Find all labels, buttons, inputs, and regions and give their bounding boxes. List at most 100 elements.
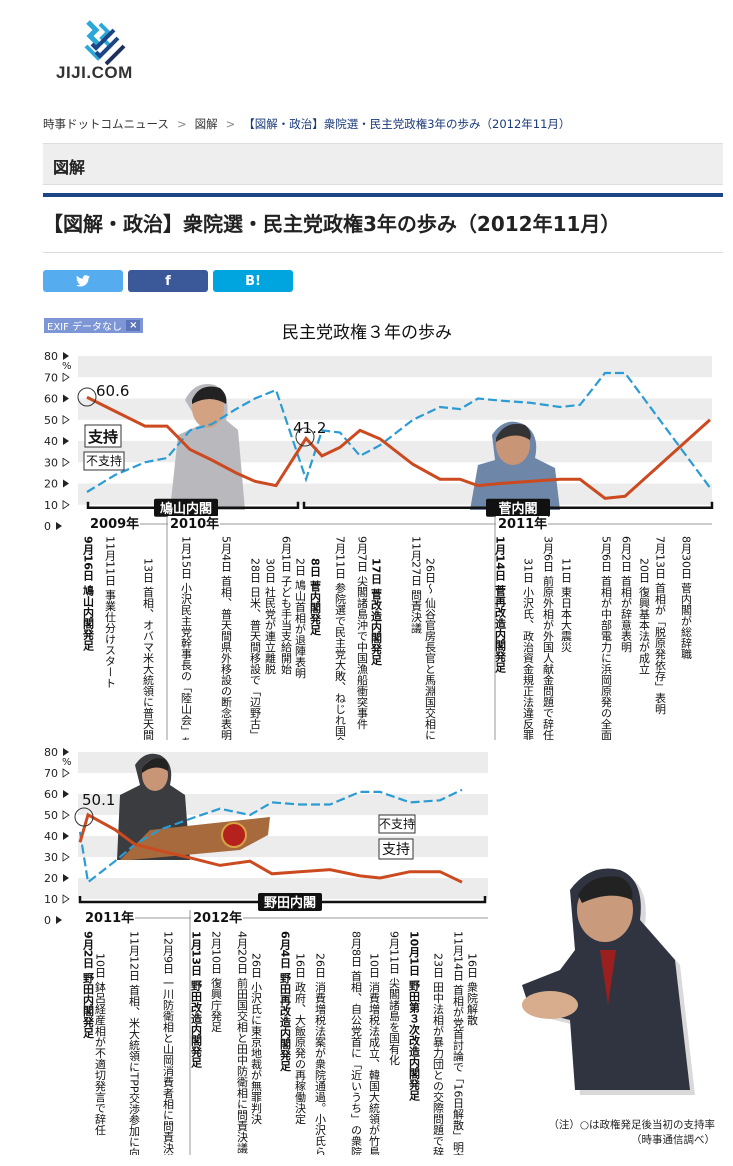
jiji-logo[interactable]	[52, 18, 142, 88]
year-label: 2011年	[85, 910, 134, 926]
chart-title: 民主党政権３年の歩み	[282, 323, 452, 343]
y-tick-marker-icon	[63, 394, 69, 403]
series-support-line	[86, 395, 712, 500]
event-text: 11月12日 首相、米大統領にTPP交渉参加に向けた協議入りを伝達	[128, 931, 141, 1155]
y-tick-marker-icon	[62, 415, 70, 425]
grid-band	[78, 398, 712, 420]
divider	[43, 252, 723, 253]
timeline-event: 26日 小沢氏に東京地裁が無罪判決	[250, 953, 263, 1125]
y-tick-label: 60	[44, 788, 58, 801]
year-label: 2010年	[170, 516, 219, 532]
timeline-event: 5月4日 首相、普天間県外移設の断念表明	[220, 536, 233, 740]
timeline-event: 10日 消費増税法成立、韓国大統領が竹島上陸	[368, 953, 381, 1155]
y-tick-label: 10	[44, 499, 58, 512]
event-text: 11月11日 事業仕分けスタート	[104, 536, 117, 689]
section-header: 図解	[43, 143, 723, 185]
timeline-event: 12月9日 一川防衛相と山岡消費者相に問責決議	[162, 931, 175, 1155]
timeline-event: 5月6日 首相が中部電力に浜岡原発の全面停止を要請	[600, 536, 613, 740]
y-tick-label: 30	[44, 456, 58, 469]
timeline-event: 3月6日 前原外相が外国人献金問題で辞任	[542, 536, 555, 740]
twitter-share-button[interactable]	[43, 270, 123, 292]
event-text: 7月13日 首相が「脱原発依存」表明	[654, 536, 667, 715]
timeline-event: 31日 小沢氏、政治資金規正法違反罪で強制起訴	[522, 558, 535, 740]
grid-band	[78, 356, 712, 378]
facebook-icon: f	[165, 273, 171, 289]
y-tick-label: 70	[44, 371, 58, 384]
exif-badge: EXIF データなし ×	[44, 318, 144, 333]
breadcrumb: 時事ドットコムニュース > 図解 > 【図解・政治】衆院選・民主党政権3年の歩み（201…	[43, 116, 570, 132]
twitter-icon	[76, 275, 90, 287]
annotation-value: 41.2	[293, 419, 326, 437]
event-text: 6月4日 野田再改造内閣発足	[279, 931, 293, 1072]
breadcrumb-current[interactable]: 【図解・政治】衆院選・民主党政権3年の歩み（2012年11月）	[243, 117, 571, 131]
y-tick-marker-icon	[62, 852, 70, 862]
breadcrumb-zukai[interactable]: 図解	[194, 117, 218, 131]
timeline-event: 7月11日 参院選で民主党大敗、ねじれ国会に	[334, 536, 347, 740]
timeline-event: 16日 衆院解散	[466, 953, 479, 1026]
annotation-value: 50.1	[82, 791, 115, 809]
event-text: 8月30日 菅内閣が総辞職	[680, 536, 693, 660]
timeline-event: 10月1日 野田第３次改造内閣発足	[408, 931, 422, 1101]
event-text: 31日 小沢氏、政治資金規正法違反罪で強制起訴	[522, 558, 535, 740]
exif-label: EXIF データなし	[47, 322, 123, 333]
event-text: 11月14日 首相が党首討論で「16日解散」明言	[452, 931, 465, 1155]
cabinet-label-bg	[486, 498, 550, 517]
event-text: 10月1日 野田第３次改造内閣発足	[408, 931, 422, 1101]
section-label: 図解	[53, 158, 86, 177]
event-text: 1月14日 菅再改造内閣発足	[494, 536, 508, 673]
event-text: 26日～ 仙谷官房長官と馬淵国交相に	[424, 558, 437, 740]
y-tick-marker-icon	[63, 748, 69, 756]
timeline-event: 30日 社民党が連立離脱	[264, 558, 277, 675]
breadcrumb-home[interactable]: 時事ドットコムニュース	[43, 117, 169, 131]
timeline-event: 13日 首相、オバマ米大統領に普天間移設問題で「トラスト・ミー」と発言	[142, 558, 155, 740]
y-tick-label: 20	[44, 478, 58, 491]
event-text: 10日 鉢呂経産相が不適切発言で辞任	[94, 953, 107, 1136]
y-tick-marker-icon	[63, 352, 69, 360]
close-icon[interactable]: ×	[126, 320, 141, 331]
timeline-event: 8日 菅内閣発足	[309, 558, 323, 636]
event-text: 6月1日 子ども手当支給開始	[280, 536, 293, 675]
noda-photo	[522, 868, 695, 1095]
event-text: 13日 首相、オバマ米大統領に普天間移設問題で「トラスト・ミー」と発言	[142, 558, 155, 740]
initial-rating-marker-icon	[74, 807, 94, 827]
y-tick-label: 50	[44, 809, 58, 822]
timeline-event: 26日 消費増税法案が衆院通過。小沢氏ら民主党から大量造反	[314, 953, 327, 1155]
timeline-event: 9月11日 尖閣諸島を国有化	[388, 931, 401, 1066]
legend-label: 支持	[87, 428, 118, 446]
timeline-event: 11月27日 問責決議	[410, 536, 423, 634]
series-nonsupport-line	[86, 371, 711, 493]
event-text: 5月6日 首相が中部電力に浜岡原発の全面停止を要請	[600, 536, 613, 740]
timeline-event: 1月13日 野田改造内閣発足	[190, 931, 204, 1068]
chart-noda: 0 10 20 30 40 50 60 70 80% 野田内閣 2011年 2012年 9月2日 野田内…	[44, 746, 488, 1155]
chart-source: （時事通信調べ）	[631, 1134, 715, 1146]
cabinet-label-bg	[258, 893, 322, 911]
hatena-bookmark-button[interactable]: B!	[213, 270, 293, 292]
chart-hatoyama-kan: 0 10 20 30 40 50 60 70 80% 鳩山内閣 菅内閣 2009年 2010年 2011年…	[44, 350, 714, 740]
y-tick-marker-icon	[63, 790, 69, 798]
timeline-event: 20日 復興基本法が成立	[638, 558, 651, 675]
event-text: 7月11日 参院選で民主党大敗、ねじれ国会に	[334, 536, 347, 740]
event-text: 23日 田中法相が暴力団との交際問題で辞任	[432, 953, 445, 1155]
y-tick-label: 80	[44, 350, 58, 363]
grid-band	[78, 752, 488, 773]
timeline-event: 2日 鳩山首相が退陣表明	[294, 558, 307, 679]
y-tick-label: 50	[44, 414, 58, 427]
y-tick-label: 40	[44, 830, 58, 843]
y-tick-marker-icon	[62, 372, 70, 382]
event-text: 26日 小沢氏に東京地裁が無罪判決	[250, 953, 263, 1125]
y-tick-marker-icon	[63, 437, 69, 445]
y-tick-marker-icon	[63, 832, 69, 840]
logo-mark-icon	[84, 20, 126, 66]
facebook-share-button[interactable]: f	[128, 270, 208, 292]
grid-band	[78, 878, 488, 899]
y-tick-label: 0	[44, 520, 51, 533]
page-title: 【図解・政治】衆院選・民主党政権3年の歩み（2012年11月）	[43, 212, 621, 236]
event-text: 9月7日 尖閣諸島沖で中国漁船衝突事件	[356, 536, 369, 730]
breadcrumb-separator: >	[176, 117, 187, 131]
event-text: 5月4日 首相、普天間県外移設の断念表明	[220, 536, 233, 740]
y-tick-marker-icon	[56, 522, 62, 530]
event-text: 4月20日 前田国交相と田中防衛相に問責決議	[236, 931, 249, 1154]
legend-label: 不支持	[86, 453, 122, 468]
y-tick-marker-icon	[62, 457, 70, 467]
hatena-icon: B!	[245, 273, 261, 289]
